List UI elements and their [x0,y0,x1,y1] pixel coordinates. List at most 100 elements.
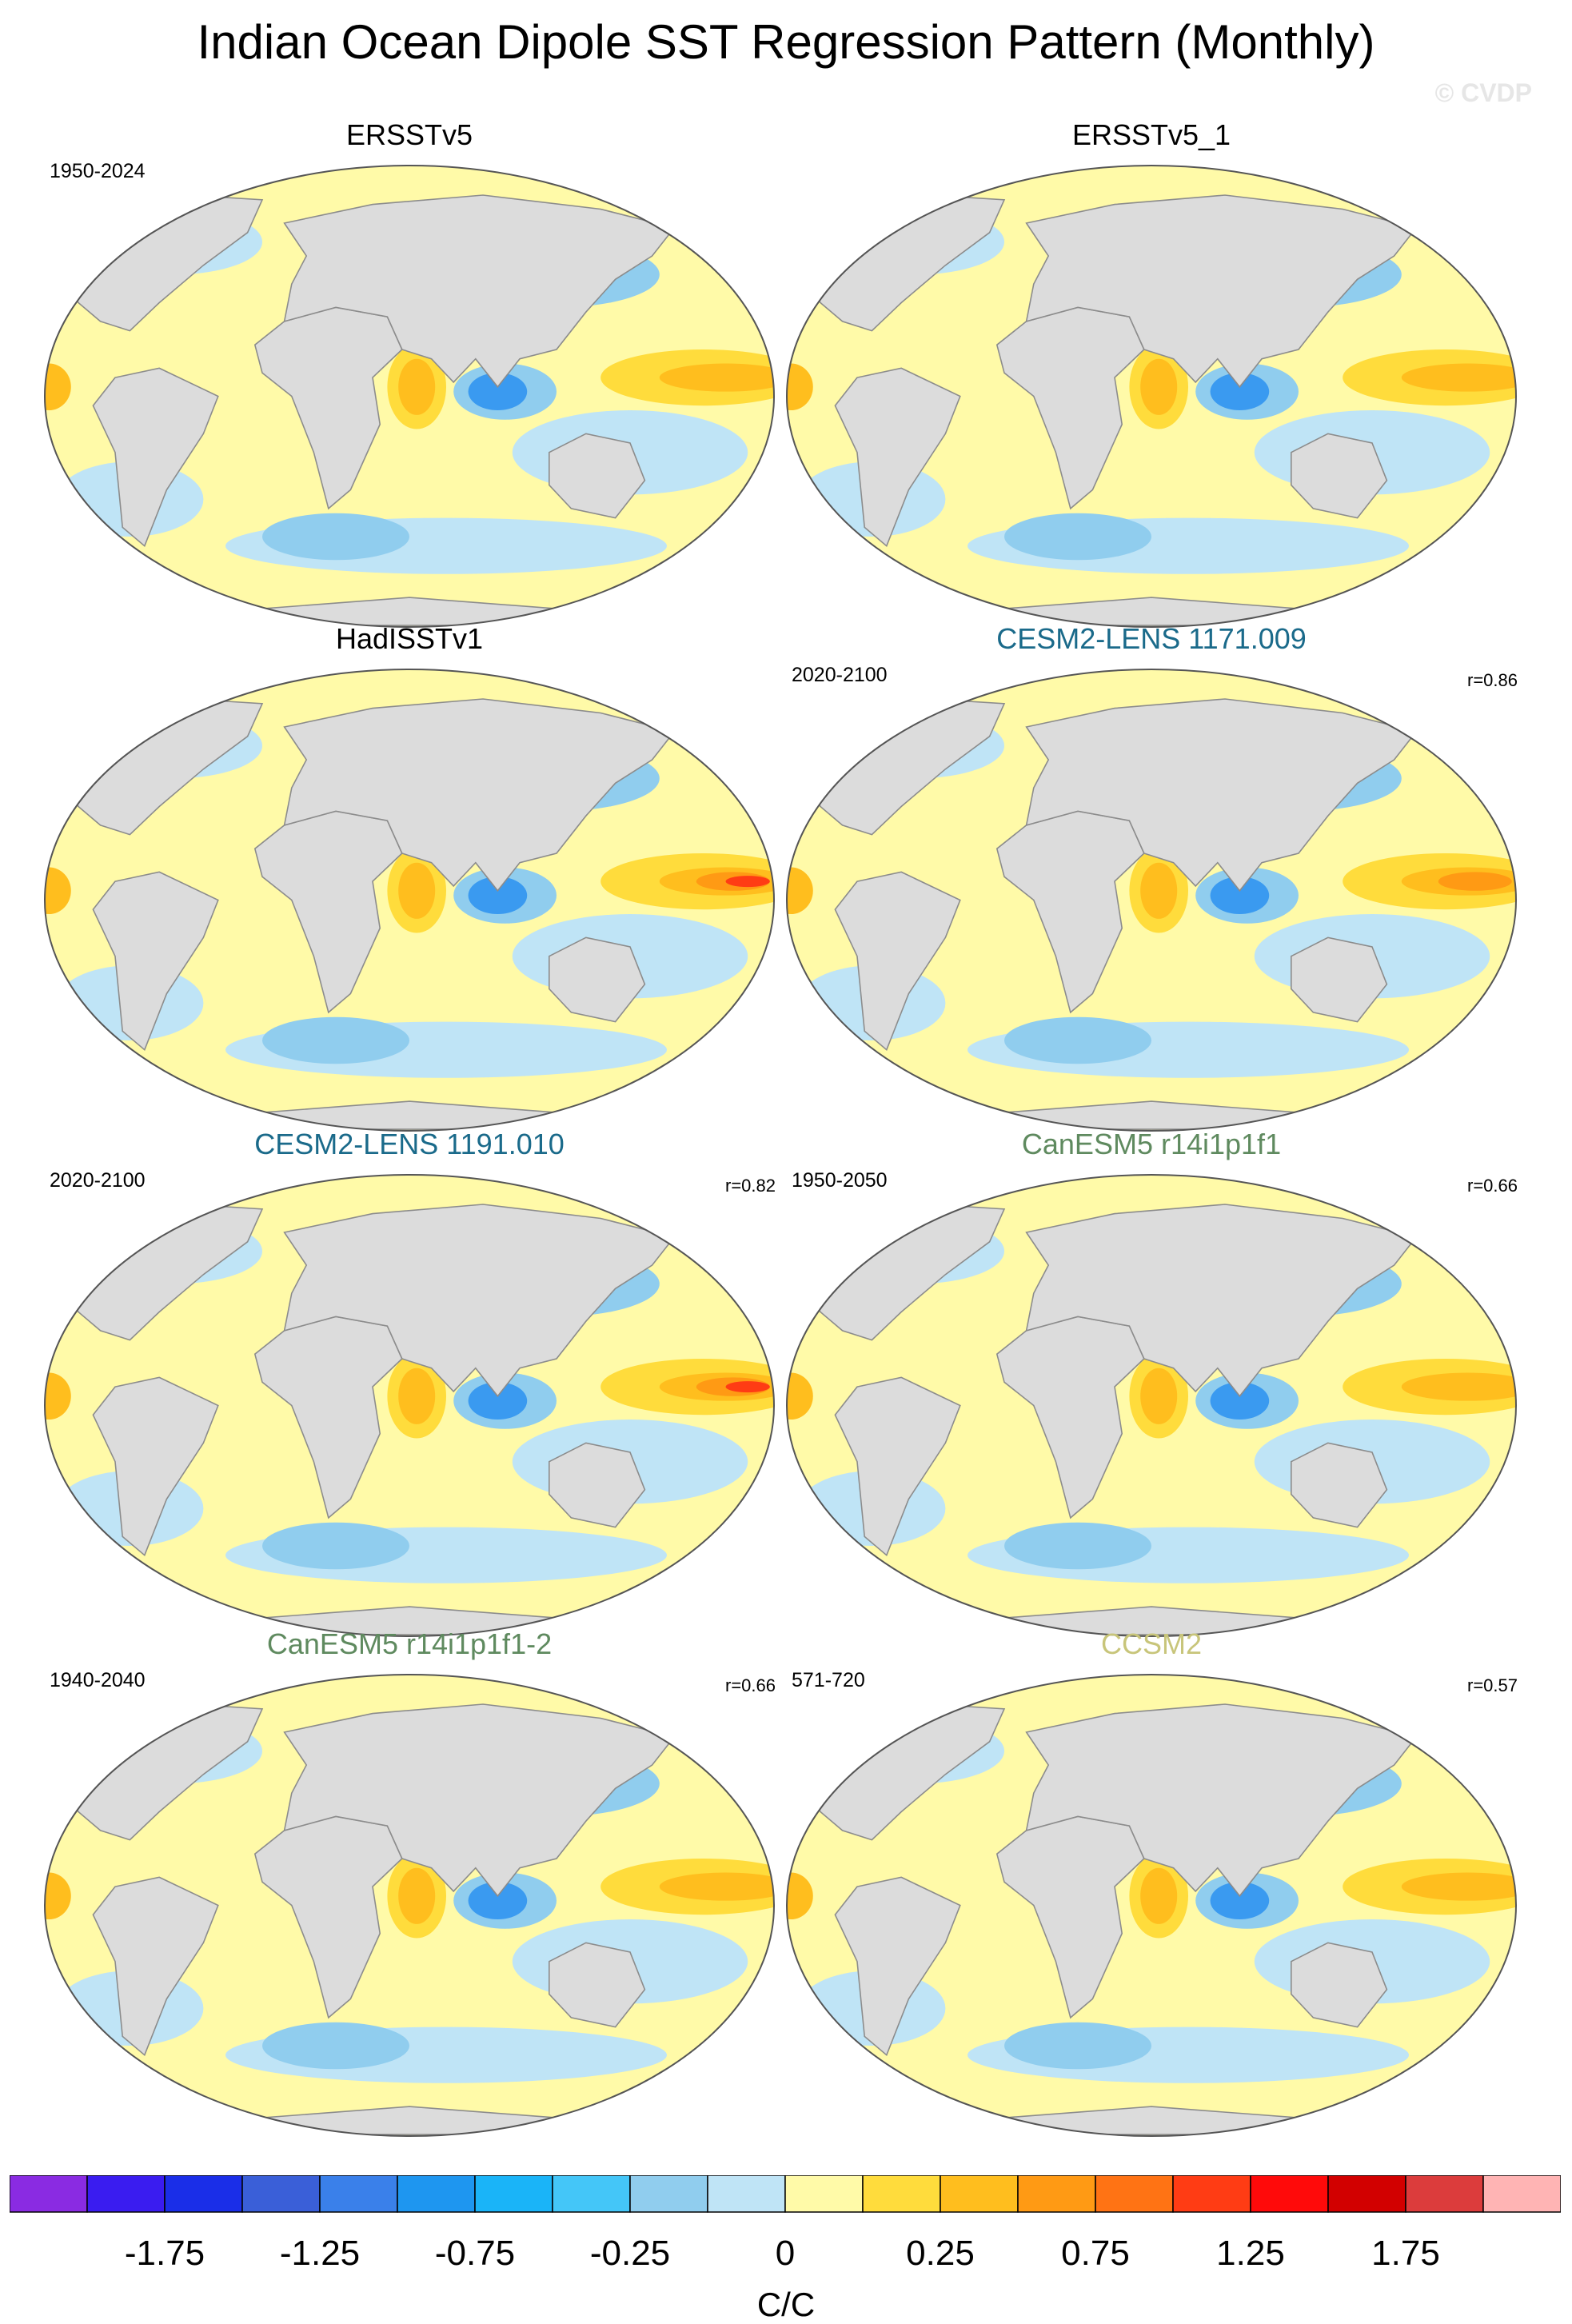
panel-title: HadISSTv1 [335,622,484,655]
panel-correlation: r=0.66 [1467,1176,1518,1196]
map-outline [786,669,1517,1132]
east-pacific-warm-edge [45,867,71,915]
pacific-warm-tongue-core [659,1872,774,1901]
colorbar-swatch [940,2175,1019,2213]
land-southamerica [92,871,219,1052]
colorbar-tick-label: 1.25 [1216,2234,1285,2273]
colorbar-swatch [319,2175,398,2213]
iod-east-pole-core [1210,1882,1270,1920]
colorbar-tick-label: -0.75 [435,2234,515,2273]
east-pacific-warm-edge [787,867,813,915]
colorbar-swatch [397,2175,476,2213]
robinson-map [44,1674,775,2137]
land-southamerica [92,1876,219,2057]
iod-west-pole-core [398,358,436,415]
panel-title: CCSM2 [1100,1627,1203,1660]
colorbar-swatch [1482,2175,1561,2213]
pacific-warm-tongue-max [725,876,770,888]
iod-west-pole-core [1140,1368,1178,1424]
robinson-map [44,669,775,1132]
cool-patch-south-atlantic [1004,513,1151,561]
map-outline [44,165,775,628]
pacific-warm-tongue-core [1401,1372,1516,1401]
sst-field [787,669,1516,1131]
map-panel: CESM2-LENS 1191.010 2020-2100 r=0.82 [42,1128,777,1639]
panel-period: 571-720 [792,1669,865,1691]
sst-field [787,166,1516,627]
robinson-map [44,1174,775,1637]
map-panel: CCSM2 571-720 r=0.57 [784,1627,1519,2139]
east-pacific-warm-edge [45,1372,71,1420]
sst-field [45,166,774,627]
map-outline [786,165,1517,628]
iod-east-pole-core [1210,373,1270,411]
land-southamerica [834,1876,961,2057]
map-panel: CanESM5 r14i1p1f1-2 1940-2040 r=0.66 [42,1627,777,2139]
land-eurasia [1025,1703,1418,1898]
iod-west-pole-core [398,1368,436,1424]
land-southamerica [834,871,961,1052]
colorbar-tick-label: -0.25 [590,2234,670,2273]
iod-east-pole-core [468,373,528,411]
cvdp-watermark: © CVDP [1434,78,1532,107]
colorbar-swatch [784,2175,864,2213]
iod-west-pole-core [398,862,436,919]
land-australia [549,1442,646,1528]
land-eurasia [1025,1204,1418,1398]
iod-west-pole-core [1140,1867,1178,1924]
panel-period: 2020-2100 [50,1169,146,1192]
land-eurasia [1025,698,1418,892]
land-eurasia [1025,194,1418,389]
iod-east-pole-core [468,876,528,915]
panel-period: 1950-2024 [50,160,146,182]
pacific-warm-tongue-core [1401,363,1516,392]
map-outline [44,1174,775,1637]
map-panel: ERSSTv5 1950-2024 [42,118,777,630]
colorbar-swatch [1250,2175,1329,2213]
sst-field [45,1175,774,1636]
cool-patch-south-atlantic [262,513,409,561]
sst-field [787,1675,1516,2136]
cool-patch-south-atlantic [1004,2022,1151,2070]
robinson-map [786,165,1517,628]
pacific-warm-tongue-peak [1438,872,1512,891]
land-eurasia [283,194,676,389]
map-outline [44,669,775,1132]
panel-title: CanESM5 r14i1p1f1 [1021,1128,1282,1160]
land-southamerica [92,367,219,548]
cool-patch-south-atlantic [1004,1016,1151,1064]
colorbar-swatch [1405,2175,1484,2213]
map-outline [786,1674,1517,2137]
colorbar-swatch [1017,2175,1096,2213]
colorbar-swatch [10,2175,88,2213]
colorbar-swatch [86,2175,166,2213]
land-australia [1291,433,1388,519]
map-panel: CESM2-LENS 1171.009 2020-2100 r=0.86 [784,622,1519,1134]
panel-period: 1950-2050 [792,1169,888,1192]
iod-east-pole-core [1210,1382,1270,1420]
sst-field [45,669,774,1131]
panel-correlation: r=0.86 [1467,670,1518,690]
colorbar-swatch [1172,2175,1251,2213]
cool-patch-south-atlantic [262,2022,409,2070]
cool-patch-south-atlantic [262,1522,409,1570]
land-australia [549,1942,646,2028]
robinson-map [786,669,1517,1132]
map-panel: ERSSTv5_1 [784,118,1519,630]
panel-title: CESM2-LENS 1191.010 [254,1128,565,1160]
colorbar-swatch [474,2175,553,2213]
colorbar-tick-label: 1.75 [1371,2234,1440,2273]
iod-west-pole-core [1140,862,1178,919]
colorbar: -1.75 -1.25 -0.75 -0.25 0 0.25 0.75 1.25 1.75 [10,2175,1561,2273]
sst-field [45,1675,774,2136]
pacific-warm-tongue-core [659,363,774,392]
panel-title: CanESM5 r14i1p1f1-2 [266,1627,553,1660]
land-eurasia [283,1204,676,1398]
colorbar-tick-label: -1.75 [125,2234,205,2273]
robinson-map [786,1674,1517,2137]
colorbar-swatch [707,2175,786,2213]
figure-title: Indian Ocean Dipole SST Regression Patte… [197,15,1375,69]
colorbar-swatch [552,2175,631,2213]
east-pacific-warm-edge [787,1872,813,1920]
panel-period: 1940-2040 [50,1669,146,1691]
